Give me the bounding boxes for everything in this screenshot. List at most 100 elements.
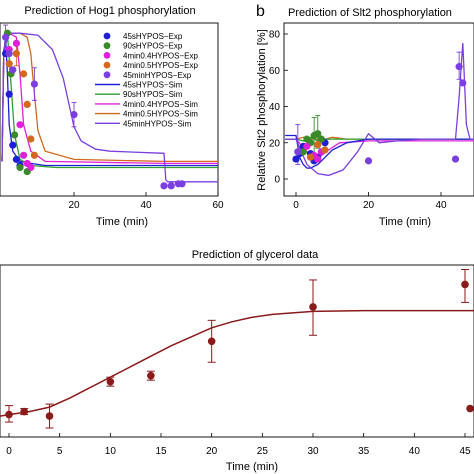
slt2-ticks: 0 20 40 0 20 40 60 80 — [269, 30, 447, 212]
hog1-exp-point — [27, 135, 35, 143]
slt2-exp-point — [317, 135, 325, 143]
legend-label: 4min0.4HYPOS−Sim — [123, 100, 198, 109]
legend-label: 45sHYPOS−Sim — [123, 81, 183, 90]
glycerol-point — [147, 371, 155, 380]
legend-marker — [103, 42, 111, 50]
hog1-exp-point — [9, 66, 17, 74]
glycerol-point — [20, 407, 29, 416]
hog1-exp-points — [2, 29, 186, 190]
glycerol-xtick-label: 25 — [257, 446, 269, 457]
hog1-errorbars — [3, 24, 77, 128]
legend-label: 45minHYPOS−Exp — [123, 71, 192, 80]
slt2-exp-point — [314, 130, 322, 138]
glycerol-plot-frame — [0, 264, 474, 438]
slt2-exp-point — [314, 155, 322, 163]
slt2-exp-points — [292, 63, 467, 165]
glycerol-ticks: 0 5 10 15 20 25 30 35 40 45 — [6, 433, 471, 457]
glycerol-point — [461, 280, 469, 289]
glycerol-point — [309, 303, 317, 311]
slt2-title: Prediction of Slt2 phosphorylation — [288, 7, 452, 19]
slt2-sim-line — [285, 134, 474, 169]
glycerol-point — [106, 377, 115, 386]
hog1-exp-point — [20, 70, 28, 78]
slt2-ytick-label: 60 — [269, 66, 281, 77]
slt2-errorbars — [295, 51, 462, 165]
glycerol-title: Prediction of glycerol data — [192, 249, 319, 261]
slt2-ytick-label: 80 — [269, 30, 281, 41]
hog1-exp-point — [167, 182, 175, 190]
hog1-exp-point — [160, 182, 168, 190]
slt2-exp-point — [459, 79, 467, 87]
slt2-exp-point — [451, 155, 460, 163]
slt2-exp-point — [292, 155, 300, 163]
glycerol-xtick-label: 40 — [409, 446, 421, 457]
legend-label: 90sHYPOS−Exp — [123, 42, 183, 51]
legend-label: 90sHYPOS−Sim — [123, 90, 183, 99]
slt2-xtick-label: 20 — [363, 200, 375, 211]
legend-marker — [103, 52, 111, 59]
glycerol-xtick-label: 10 — [105, 446, 117, 457]
slt2-exp-point — [299, 148, 307, 156]
slt2-ytick-label: 20 — [269, 138, 281, 149]
glycerol-point — [466, 404, 474, 413]
hog1-ticks: 20 40 60 — [68, 192, 224, 211]
slt2-xlabel: Time (min) — [379, 216, 431, 228]
hog1-plot-frame — [0, 22, 219, 197]
legend-marker — [103, 61, 111, 69]
glycerol-point — [5, 410, 13, 419]
glycerol-xtick-label: 15 — [155, 446, 167, 457]
hog1-exp-point — [12, 155, 20, 163]
slt2-exp-point — [306, 153, 315, 161]
hog1-exp-point — [12, 49, 20, 58]
hog1-xtick-label: 40 — [140, 200, 152, 211]
legend-label: 4min0.5HYPOS−Exp — [123, 61, 198, 70]
hog1-xtick-label: 20 — [68, 200, 80, 211]
hog1-exp-point — [20, 151, 28, 159]
glycerol-xtick-label: 30 — [307, 446, 319, 457]
slt2-exp-point — [455, 63, 463, 71]
hog1-exp-point — [5, 49, 13, 58]
glycerol-xtick-label: 35 — [358, 446, 370, 457]
glycerol-xtick-label: 0 — [6, 446, 12, 457]
glycerol-xlabel: Time (min) — [226, 461, 278, 473]
hog1-panel: Prediction of Hog1 phosphorylation 20 40 6… — [0, 5, 224, 228]
hog1-exp-point — [16, 163, 24, 172]
legend-marker — [103, 71, 111, 79]
legend-label: 4min0.4HYPOS−Exp — [123, 51, 198, 60]
glycerol-point — [207, 337, 216, 346]
hog1-title: Prediction of Hog1 phosphorylation — [24, 5, 195, 17]
slt2-panel: b Prediction of Slt2 phosphorylation 0 20… — [256, 3, 474, 228]
legend-label: 45sHYPOS−Exp — [123, 32, 183, 41]
hog1-exp-point — [2, 33, 10, 41]
glycerol-points — [5, 268, 474, 429]
hog1-exp-point — [11, 131, 19, 139]
slt2-ytick-label: 40 — [269, 102, 281, 113]
glycerol-xtick-label: 45 — [459, 446, 471, 457]
slt2-exp-point — [321, 146, 329, 154]
hog1-xtick-label: 60 — [212, 200, 224, 211]
legend-label: 45minHYPOS−Sim — [123, 119, 192, 128]
hog1-exp-point — [30, 151, 38, 159]
glycerol-point — [45, 412, 54, 420]
glycerol-xtick-label: 20 — [206, 446, 218, 457]
hog1-xlabel: Time (min) — [96, 216, 148, 228]
legend-marker — [103, 32, 111, 40]
hog1-exp-point — [27, 163, 35, 172]
hog1-exp-point — [16, 121, 24, 129]
hog1-exp-point — [5, 60, 13, 68]
slt2-ytick-label: 0 — [274, 175, 280, 186]
slt2-ylabel: Relative Slt2 phosphorylation [%] — [256, 29, 268, 190]
legend-label: 4min0.5HYPOS−Sim — [123, 110, 198, 119]
slt2-sim-line — [285, 43, 474, 177]
slt2-plot-frame — [283, 22, 474, 197]
glycerol-sim-curve — [0, 309, 474, 417]
hog1-exp-point — [30, 80, 38, 88]
hog1-exp-point — [12, 39, 20, 47]
slt2-exp-point — [303, 142, 311, 150]
panel-letter-b: b — [256, 3, 265, 20]
slt2-xtick-label: 40 — [435, 200, 447, 211]
hog1-exp-point — [178, 180, 186, 188]
slt2-exp-point — [294, 148, 302, 156]
hog1-exp-point — [9, 141, 17, 149]
